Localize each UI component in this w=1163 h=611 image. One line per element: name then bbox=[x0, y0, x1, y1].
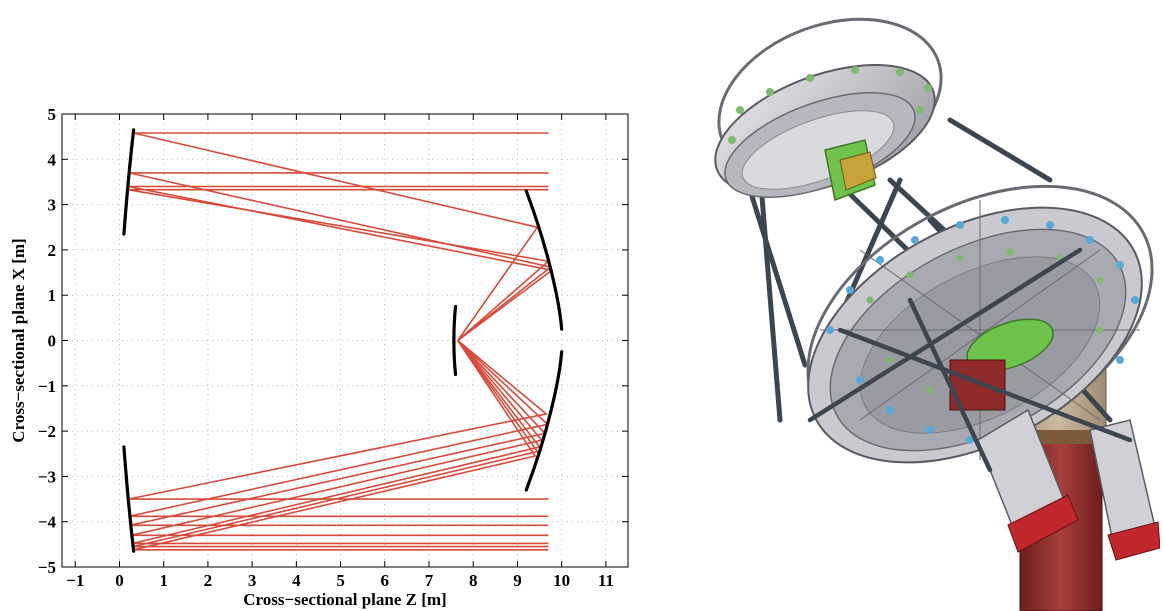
ray-path bbox=[131, 339, 549, 537]
x-tick-label: 5 bbox=[336, 571, 345, 590]
primary-mirror-assembly bbox=[806, 184, 1154, 464]
ray-path bbox=[128, 185, 554, 342]
y-tick-labels: −5 −4 −3 −2 −1 0 1 2 3 4 5 bbox=[38, 105, 57, 577]
y-tick-label: 2 bbox=[48, 241, 57, 260]
x-axis-label: Cross−sectional plane Z [m] bbox=[243, 590, 446, 609]
x-tick-label: 10 bbox=[553, 571, 570, 590]
x-tick-label: 7 bbox=[425, 571, 434, 590]
x-tick-label: 3 bbox=[248, 571, 257, 590]
y-tick-label: 0 bbox=[48, 332, 57, 351]
ray-path bbox=[133, 340, 549, 548]
x-tick-label: 0 bbox=[115, 571, 124, 590]
y-tick-label: −1 bbox=[38, 377, 56, 396]
x-tick-label: 1 bbox=[159, 571, 168, 590]
y-tick-label: −3 bbox=[38, 467, 56, 486]
front-truss-structure bbox=[807, 247, 1133, 473]
ray-path bbox=[133, 132, 549, 341]
secondary-mirror-upper bbox=[524, 189, 564, 331]
x-tick-labels: −1 0 1 2 3 4 5 6 7 8 9 10 11 bbox=[66, 571, 614, 590]
x-tick-label: 11 bbox=[598, 571, 614, 590]
x-tick-label: 6 bbox=[381, 571, 390, 590]
secondary-mirror-lower bbox=[524, 350, 564, 492]
y-tick-label: −4 bbox=[38, 513, 57, 532]
y-axis-label: Cross−sectional plane X [m] bbox=[9, 238, 28, 442]
x-tick-label: 8 bbox=[469, 571, 478, 590]
x-tick-label: 4 bbox=[292, 571, 301, 590]
y-tick-label: 3 bbox=[48, 196, 57, 215]
primary-mirror-upper bbox=[122, 128, 136, 236]
y-tick-label: 4 bbox=[48, 150, 57, 169]
focal-surface bbox=[452, 304, 458, 377]
plot-frame bbox=[61, 113, 629, 568]
y-tick-label: −2 bbox=[38, 422, 56, 441]
ray-path bbox=[129, 172, 553, 342]
primary-mirror-lower bbox=[122, 445, 136, 553]
camera-units bbox=[977, 408, 1160, 561]
ray-path bbox=[133, 340, 549, 551]
secondary-mirror-assembly bbox=[714, 17, 943, 202]
x-tick-label: −1 bbox=[66, 571, 84, 590]
ray-path bbox=[132, 340, 549, 545]
ray-path bbox=[128, 339, 549, 500]
x-tick-label: 2 bbox=[204, 571, 213, 590]
mirror-profiles bbox=[122, 128, 564, 553]
y-tick-label: 5 bbox=[48, 105, 57, 124]
ray-path bbox=[127, 188, 551, 342]
ray-trace-plot: −1 0 1 2 3 4 5 6 7 8 9 10 11 −5 −4 −3 −2 −1 0 1 2 3 4 5 Cross−… bbox=[9, 105, 629, 609]
light-rays bbox=[127, 132, 554, 551]
y-tick-label: −5 bbox=[38, 558, 56, 577]
ray-path bbox=[129, 339, 549, 527]
ray-path bbox=[129, 339, 550, 518]
telescope-3d-render bbox=[714, 17, 1160, 611]
x-tick-label: 9 bbox=[513, 571, 522, 590]
y-tick-label: 1 bbox=[48, 286, 57, 305]
